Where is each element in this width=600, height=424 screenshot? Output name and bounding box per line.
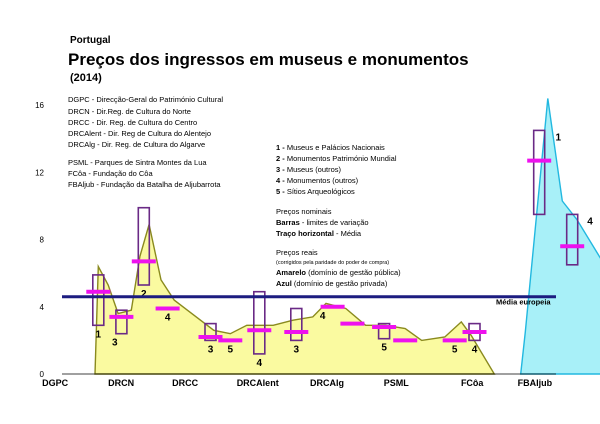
x-category-label: DGPC	[42, 378, 69, 388]
series-mark-DRCN-3: 3	[198, 322, 223, 355]
series-mark-PSML-1: 1	[527, 129, 562, 216]
series-mark-DRCC-3: 3	[284, 307, 309, 355]
legend-types: 1 - Museus e Palácios Nacionais 2 - Monu…	[276, 143, 401, 288]
y-tick-label: 8	[40, 236, 45, 245]
type-label: 2	[141, 289, 147, 300]
legend-type-2: 2 - Monumentos Património Mundial	[276, 154, 397, 163]
range-bar	[565, 213, 579, 266]
range-bar	[204, 322, 217, 342]
x-category-label: FCôa	[461, 378, 484, 388]
legend-org-drcn: DRCN - Dir.Reg. de Cultura do Norte	[68, 107, 191, 116]
legend-type-1: 1 - Museus e Palácios Nacionais	[276, 143, 385, 152]
chart-title: Preços dos ingressos em museus e monumen…	[68, 50, 469, 69]
series-mark-PSML-4: 4	[560, 213, 593, 266]
type-label: 3	[112, 338, 118, 349]
series-mark-DRCAlg-4: 4	[462, 322, 487, 355]
legend-nominal-dash: Traço horizontal - Média	[276, 229, 362, 238]
range-bar	[289, 307, 303, 342]
y-tick-label: 0	[40, 370, 45, 379]
x-category-label: DRCN	[108, 378, 134, 388]
legend-nominal-bars: Barras - limites de variação	[276, 218, 369, 227]
range-bar	[532, 129, 546, 216]
legend-type-3: 3 - Museus (outros)	[276, 165, 342, 174]
legend-nominal-heading: Preços nominais	[276, 207, 332, 216]
type-label: 4	[320, 311, 326, 322]
x-axis-categories: DGPC DRCN DRCC DRCAlent DRCAlg PSML FCôa FBAlju…	[42, 378, 553, 388]
legend-org-psml: PSML - Parques de Sintra Montes da Lua	[68, 158, 207, 167]
legend-organizations: DGPC - Direcção-Geral do Património Cult…	[68, 95, 223, 189]
chart-marks: 12343543455414353	[86, 129, 593, 369]
legend-real-heading: Preços reais	[276, 248, 318, 257]
legend-real-yellow: Amarelo (domínio de gestão pública)	[276, 268, 401, 277]
legend-org-drcalg: DRCAlg - Dir. Reg. de Cultura do Algarve	[68, 140, 205, 149]
y-tick-label: 16	[35, 101, 44, 110]
range-bar	[253, 290, 266, 355]
series-mark-DRCAlg-5: 5	[442, 338, 467, 355]
type-label: 4	[257, 358, 263, 369]
series-mark-DRCN-4: 4	[247, 290, 272, 369]
y-tick-label: 12	[35, 168, 44, 177]
range-bar	[115, 309, 128, 335]
series-mark-DRCN-5: 5	[218, 338, 243, 355]
x-category-label: DRCC	[172, 378, 198, 388]
type-label: 4	[587, 216, 593, 227]
type-label: 5	[381, 343, 387, 354]
x-category-label: DRCAlg	[310, 378, 344, 388]
series-mark-DGPC-3: 3	[109, 309, 134, 349]
type-label: 5	[228, 344, 234, 355]
range-bar	[377, 322, 391, 340]
series-mark-DGPC-4: 4	[155, 306, 180, 324]
x-category-label: PSML	[384, 378, 410, 388]
legend-real-note: (corrigidos pela paridade do poder de co…	[276, 260, 389, 266]
series-mark-DRCC-4: 4	[320, 304, 345, 322]
legend-real-blue: Azul (domínio de gestão privada)	[276, 279, 388, 288]
y-tick-label: 4	[40, 303, 45, 312]
type-label: 1	[96, 329, 102, 340]
y-axis: 0 4 8 12 16	[35, 101, 44, 379]
private-area	[519, 98, 600, 375]
legend-org-fcoa: FCôa - Fundação do Côa	[68, 169, 153, 178]
public-area	[94, 224, 496, 375]
legend-org-dgpc: DGPC - Direcção-Geral do Património Cult…	[68, 95, 223, 104]
european-average-label: Média europeia	[496, 298, 551, 307]
x-category-label: FBAljub	[518, 378, 553, 388]
chart-year: (2014)	[70, 72, 102, 84]
legend-type-4: 4 - Monumentos (outros)	[276, 176, 359, 185]
x-category-label: DRCAlent	[237, 378, 279, 388]
type-label: 1	[556, 132, 562, 143]
country-label: Portugal	[70, 35, 111, 46]
legend-org-fbaljub: FBAljub - Fundação da Batalha de Aljubar…	[68, 180, 221, 189]
legend-org-drcalent: DRCAlent - Dir. Reg de Cultura do Alente…	[68, 129, 211, 138]
legend-org-drcc: DRCC - Dir. Reg. de Cultura do Centro	[68, 118, 197, 127]
type-label: 4	[472, 344, 478, 355]
series-mark-DGPC-2: 2	[131, 206, 156, 300]
type-label: 3	[294, 344, 300, 355]
type-label: 5	[452, 344, 458, 355]
series-mark-DGPC-1: 1	[86, 274, 111, 340]
range-bar	[137, 206, 151, 286]
type-label: 3	[208, 344, 214, 355]
legend-type-5: 5 - Sítios Arqueológicos	[276, 187, 355, 196]
range-bar	[92, 274, 105, 327]
type-label: 4	[165, 313, 171, 324]
series-mark-DRCAlent-5: 5	[372, 322, 397, 354]
